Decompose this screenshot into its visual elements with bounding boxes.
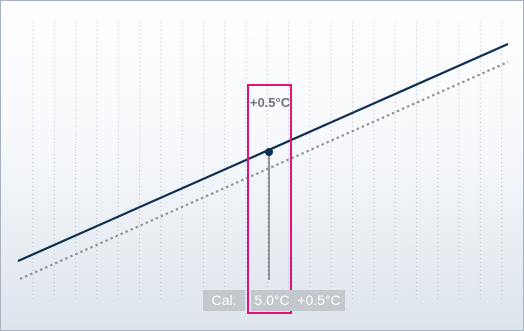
calibration-readout: Cal. 5.0°C +0.5°C [203, 290, 345, 311]
vertical-grid-lines [32, 22, 503, 300]
calibration-point [265, 148, 273, 156]
offset-annotation: +0.5°C [249, 95, 291, 110]
measured-line [17, 42, 509, 263]
calibration-temperature: 5.0°C [251, 290, 293, 311]
reference-line [19, 60, 509, 281]
highlight-box [247, 84, 292, 314]
calibration-label: Cal. [203, 290, 245, 311]
calibration-offset: +0.5°C [293, 290, 345, 311]
